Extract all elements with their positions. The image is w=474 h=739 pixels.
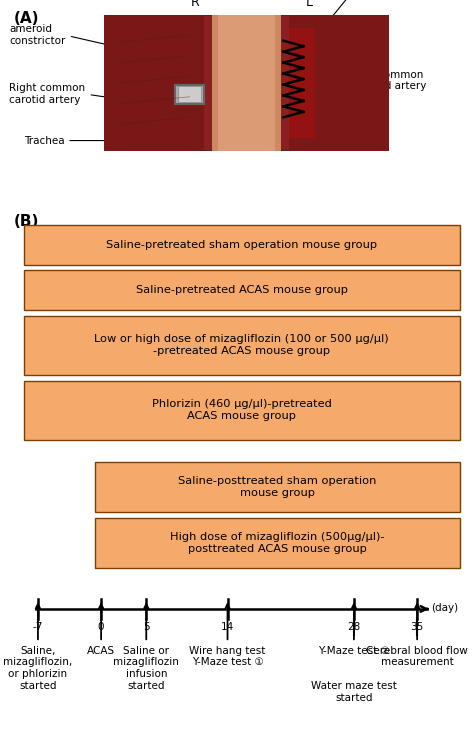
- Bar: [178, 86, 201, 102]
- FancyBboxPatch shape: [95, 518, 460, 568]
- FancyBboxPatch shape: [95, 462, 460, 512]
- Text: L: L: [306, 0, 312, 9]
- Text: Wire hang test
Y-Maze test ①: Wire hang test Y-Maze test ①: [189, 646, 266, 667]
- Text: 14: 14: [221, 622, 234, 633]
- Text: R: R: [191, 0, 200, 9]
- Text: Water maze test
started: Water maze test started: [311, 681, 397, 703]
- Text: Saline or
mizagliflozin
infusion
started: Saline or mizagliflozin infusion started: [113, 646, 179, 691]
- Bar: [289, 15, 389, 151]
- Text: 5: 5: [143, 622, 150, 633]
- Text: Low or high dose of mizagliflozin (100 or 500 μg/μl)
-pretreated ACAS mouse grou: Low or high dose of mizagliflozin (100 o…: [94, 334, 389, 356]
- FancyBboxPatch shape: [24, 381, 460, 440]
- Text: Y-Maze test ②: Y-Maze test ②: [318, 646, 390, 656]
- Text: Phlorizin (460 μg/μl)-pretreated
ACAS mouse group: Phlorizin (460 μg/μl)-pretreated ACAS mo…: [152, 399, 332, 421]
- FancyBboxPatch shape: [24, 225, 460, 265]
- Bar: [175, 84, 204, 103]
- Bar: [289, 28, 315, 137]
- Text: Left common
carotid artery: Left common carotid artery: [314, 69, 426, 106]
- Bar: [104, 15, 204, 151]
- Text: ACAS: ACAS: [87, 646, 115, 656]
- Text: Saline,
mizagliflozin,
or phlorizin
started: Saline, mizagliflozin, or phlorizin star…: [3, 646, 73, 691]
- Text: Cerebral blood flow
measurement: Cerebral blood flow measurement: [366, 646, 468, 667]
- Text: Right common
carotid artery: Right common carotid artery: [9, 84, 195, 110]
- Text: microcoil: microcoil: [311, 0, 402, 43]
- Text: Saline-pretreated ACAS mouse group: Saline-pretreated ACAS mouse group: [136, 285, 348, 295]
- FancyBboxPatch shape: [24, 316, 460, 375]
- Text: (A): (A): [14, 11, 40, 26]
- Text: Saline-posttreated sham operation
mouse group: Saline-posttreated sham operation mouse …: [178, 476, 376, 498]
- Text: 0: 0: [98, 622, 104, 633]
- Text: High dose of mizagliflozin (500μg/μl)-
posttreated ACAS mouse group: High dose of mizagliflozin (500μg/μl)- p…: [170, 532, 384, 554]
- Text: Saline-pretreated sham operation mouse group: Saline-pretreated sham operation mouse g…: [106, 240, 377, 250]
- Text: 28: 28: [347, 622, 361, 633]
- Bar: [218, 15, 275, 151]
- Text: Trachea: Trachea: [24, 135, 224, 146]
- Text: 35: 35: [410, 622, 424, 633]
- Text: (day): (day): [431, 603, 458, 613]
- FancyBboxPatch shape: [24, 270, 460, 310]
- Text: ameroid
constrictor: ameroid constrictor: [9, 24, 201, 66]
- Text: -7: -7: [33, 622, 43, 633]
- Bar: [212, 15, 281, 151]
- Text: (B): (B): [14, 214, 40, 229]
